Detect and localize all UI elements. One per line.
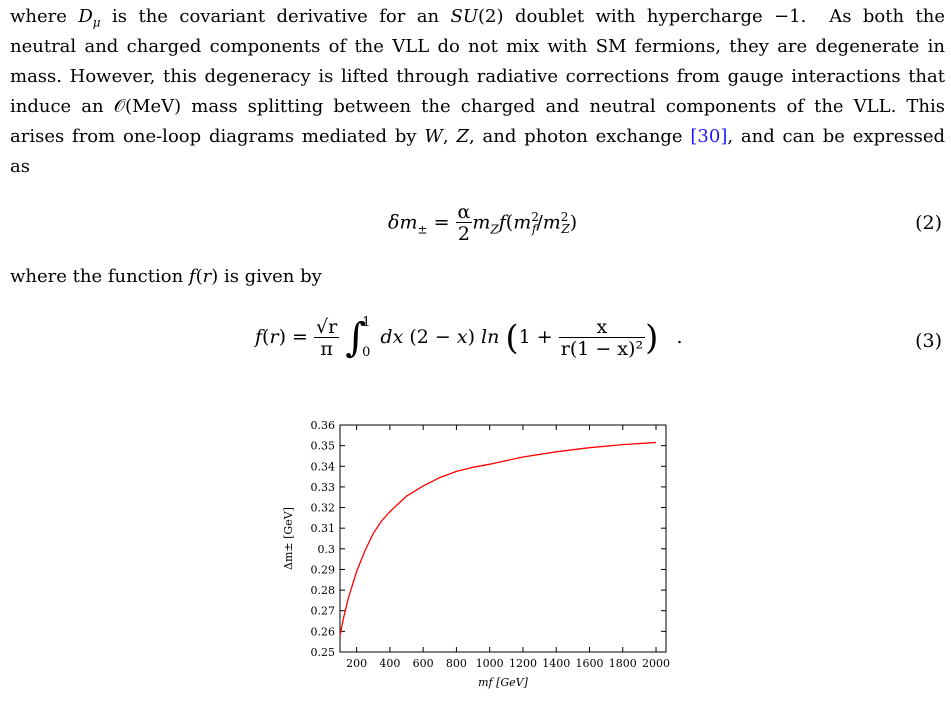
fraction: x r(1 − x)² <box>558 317 646 360</box>
paragraph-1: where Dμ is the covariant derivative for… <box>10 2 945 182</box>
left-paren: ( <box>505 318 519 358</box>
integral-sign: ∫ <box>345 315 367 361</box>
y-tick-label: 0.29 <box>311 563 336 576</box>
trailing-period: . <box>676 326 683 348</box>
fraction: √r π <box>313 315 340 360</box>
y-axis-label: Δm± [GeV] <box>282 507 295 570</box>
fraction-numerator: √r <box>313 315 340 338</box>
y-tick-label: 0.36 <box>311 419 336 432</box>
x-tick-label: 400 <box>379 657 400 670</box>
x-tick-label: 800 <box>446 657 467 670</box>
y-tick-label: 0.26 <box>311 625 336 638</box>
x-tick-label: 1400 <box>542 657 570 670</box>
y-tick-label: 0.32 <box>311 502 336 515</box>
x-axis-label: mf [GeV] <box>478 676 529 689</box>
paragraph-2: where the function f(r) is given by <box>10 262 945 292</box>
text-line: mass. However, this degeneracy is lifted… <box>10 66 945 87</box>
y-tick-label: 0.35 <box>311 440 336 453</box>
y-tick-label: 0.28 <box>311 584 336 597</box>
y-tick-label: 0.3 <box>318 543 336 556</box>
series-line <box>339 441 657 636</box>
text-fragment: , and can be expressed <box>727 126 945 147</box>
x-tick-label: 200 <box>346 657 367 670</box>
fraction-denominator: r(1 − x)² <box>560 337 644 360</box>
x-tick-label: 2000 <box>642 657 670 670</box>
fraction: α 2 <box>455 201 473 245</box>
y-tick-label: 0.34 <box>311 460 336 473</box>
text-line: as <box>10 156 30 177</box>
x-tick-label: 600 <box>413 657 434 670</box>
y-tick-label: 0.27 <box>311 605 336 618</box>
fraction-denominator: π <box>320 337 333 360</box>
citation-link[interactable]: [30] <box>690 126 728 147</box>
y-tick-label: 0.25 <box>311 646 336 659</box>
equation-number: (2) <box>915 212 942 234</box>
text-line: where the function f(r) is given by <box>10 266 322 287</box>
fraction-denominator: 2 <box>457 223 470 245</box>
plot-frame <box>339 424 667 653</box>
text-line: neutral and charged components of the VL… <box>10 36 945 57</box>
text-line: where Dμ is the covariant derivative for… <box>10 6 945 30</box>
text-line: induce an 𝒪(MeV) mass splitting between … <box>10 96 945 117</box>
y-tick-label: 0.33 <box>311 481 336 494</box>
integral-lower: 0 <box>362 345 371 360</box>
x-tick-label: 1600 <box>575 657 603 670</box>
fraction-numerator: α <box>455 201 473 223</box>
x-tick-label: 1800 <box>609 657 637 670</box>
x-tick-label: 1000 <box>476 657 504 670</box>
fraction-numerator: x <box>558 317 646 338</box>
text-line: arises from one-loop diagrams mediated b… <box>10 126 945 147</box>
y-tick-label: 0.31 <box>311 522 336 535</box>
equation-3: f(r) = √r π ∫ 1 0 dx (2 − x) ln (1 + x r(1… <box>0 300 951 380</box>
integral-upper: 1 <box>362 315 371 330</box>
equation-number: (3) <box>915 330 942 352</box>
equation-2: δm± = α 2 mZf(m2f/m2Z) (2) <box>388 201 942 245</box>
right-paren: ) <box>645 318 659 358</box>
x-tick-label: 1200 <box>509 657 537 670</box>
mass-splitting-chart: 200 400 600 800 1000 1200 1400 1600 1800 2000 0.25… <box>282 419 670 689</box>
